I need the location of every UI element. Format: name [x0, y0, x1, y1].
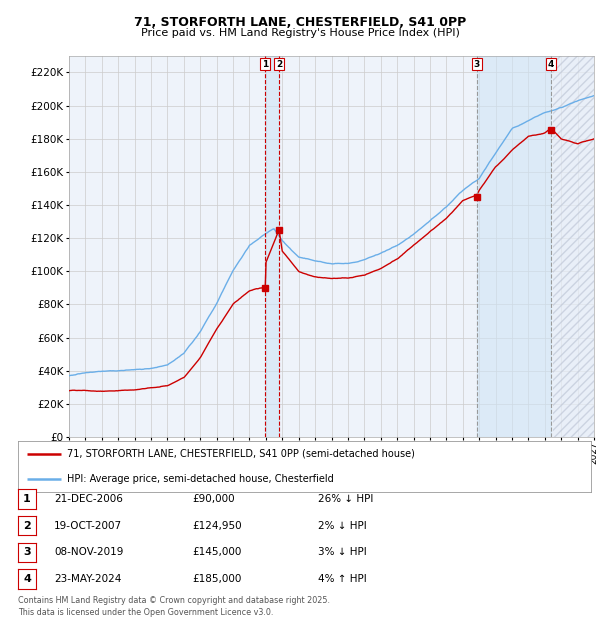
Text: 3: 3 — [473, 60, 480, 69]
Text: 4% ↑ HPI: 4% ↑ HPI — [318, 574, 367, 584]
Text: 71, STORFORTH LANE, CHESTERFIELD, S41 0PP: 71, STORFORTH LANE, CHESTERFIELD, S41 0P… — [134, 16, 466, 29]
Text: Contains HM Land Registry data © Crown copyright and database right 2025.
This d: Contains HM Land Registry data © Crown c… — [18, 596, 330, 617]
Text: £185,000: £185,000 — [192, 574, 241, 584]
Text: 23-MAY-2024: 23-MAY-2024 — [54, 574, 121, 584]
Text: 1: 1 — [262, 60, 269, 69]
Text: 71, STORFORTH LANE, CHESTERFIELD, S41 0PP (semi-detached house): 71, STORFORTH LANE, CHESTERFIELD, S41 0P… — [67, 448, 415, 459]
Text: 4: 4 — [548, 60, 554, 69]
Text: HPI: Average price, semi-detached house, Chesterfield: HPI: Average price, semi-detached house,… — [67, 474, 334, 484]
Text: £90,000: £90,000 — [192, 494, 235, 504]
Bar — [553, 56, 594, 437]
Bar — [265, 56, 279, 437]
Text: £124,950: £124,950 — [192, 521, 242, 531]
Text: 3% ↓ HPI: 3% ↓ HPI — [318, 547, 367, 557]
Text: 26% ↓ HPI: 26% ↓ HPI — [318, 494, 373, 504]
Text: 2: 2 — [276, 60, 282, 69]
Text: 2: 2 — [23, 521, 31, 531]
Bar — [476, 56, 551, 437]
Text: £145,000: £145,000 — [192, 547, 241, 557]
Text: 2% ↓ HPI: 2% ↓ HPI — [318, 521, 367, 531]
Text: 4: 4 — [23, 574, 31, 584]
Text: 08-NOV-2019: 08-NOV-2019 — [54, 547, 124, 557]
Text: Price paid vs. HM Land Registry's House Price Index (HPI): Price paid vs. HM Land Registry's House … — [140, 28, 460, 38]
Text: 21-DEC-2006: 21-DEC-2006 — [54, 494, 123, 504]
Text: 19-OCT-2007: 19-OCT-2007 — [54, 521, 122, 531]
Text: 3: 3 — [23, 547, 31, 557]
Text: 1: 1 — [23, 494, 31, 504]
